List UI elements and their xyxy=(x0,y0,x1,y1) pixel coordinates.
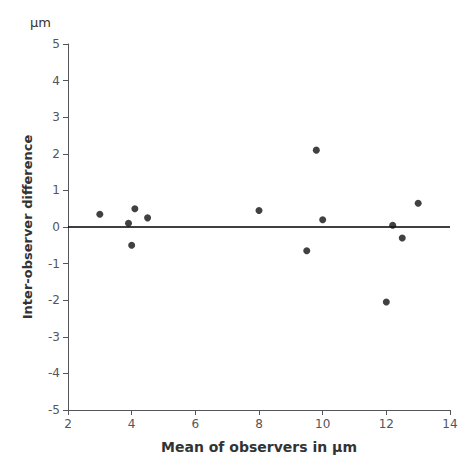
svg-text:-1: -1 xyxy=(48,257,60,271)
svg-text:3: 3 xyxy=(52,110,60,124)
svg-text:-3: -3 xyxy=(48,330,60,344)
svg-text:10: 10 xyxy=(315,417,330,431)
svg-text:2: 2 xyxy=(64,417,72,431)
svg-text:0: 0 xyxy=(52,220,60,234)
svg-text:14: 14 xyxy=(442,417,457,431)
svg-text:6: 6 xyxy=(192,417,200,431)
svg-text:μm: μm xyxy=(30,15,51,30)
svg-text:12: 12 xyxy=(379,417,394,431)
svg-text:-2: -2 xyxy=(48,293,60,307)
svg-text:4: 4 xyxy=(128,417,136,431)
svg-text:2: 2 xyxy=(52,147,60,161)
svg-text:Mean of observers in μm: Mean of observers in μm xyxy=(161,439,357,455)
svg-text:-4: -4 xyxy=(48,366,60,380)
svg-text:8: 8 xyxy=(255,417,263,431)
svg-text:-5: -5 xyxy=(48,403,60,417)
svg-text:1: 1 xyxy=(52,183,60,197)
svg-text:Inter-observer difference: Inter-observer difference xyxy=(20,135,35,320)
svg-text:5: 5 xyxy=(52,37,60,51)
svg-text:4: 4 xyxy=(52,74,60,88)
